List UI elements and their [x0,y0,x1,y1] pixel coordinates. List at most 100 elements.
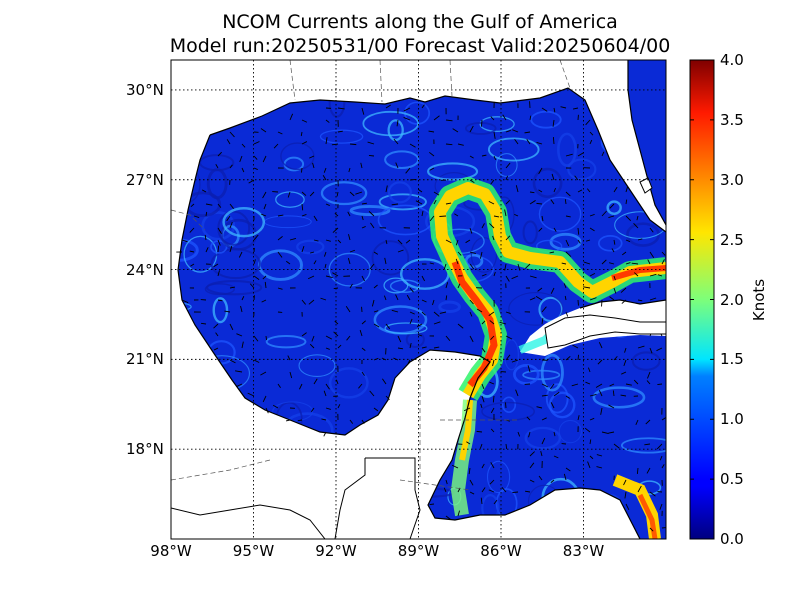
current-arrow [577,354,580,361]
current-arrow [285,260,291,265]
colorbar-tick-label: 0.5 [720,470,744,489]
current-arrow [584,427,591,433]
eddy-swirl [384,150,420,170]
current-arrow [370,222,375,229]
current-arrow [428,130,435,133]
current-arrow [371,299,375,307]
current-arrow [631,262,639,265]
current-arrow [529,451,535,457]
current-arrow [397,347,404,350]
current-arrow [226,215,231,222]
current-arrow [647,371,651,379]
current-arrow [417,334,423,337]
current-arrow [325,347,330,350]
current-arrow [621,251,627,256]
current-arrow [492,395,495,403]
current-arrow [205,211,208,217]
current-arrow [649,527,654,532]
current-arrow [241,295,245,301]
current-arrow [481,347,486,353]
current-arrow [480,403,483,409]
eddy-swirl [328,88,346,118]
current-arrow [349,143,357,146]
current-arrow [563,473,567,481]
current-arrow [490,335,495,341]
current-arrow [636,215,639,221]
current-arrow [537,287,543,292]
current-arrow [469,155,474,159]
current-arrow [308,299,315,305]
current-arrow [349,283,353,289]
eddy-swirl [522,220,538,245]
current-arrow [598,341,603,349]
eddy-swirl [530,110,562,129]
current-arrow [320,297,327,301]
current-arrow [504,263,507,271]
current-arrow [361,215,364,221]
current-arrow [409,342,412,349]
current-arrow [393,138,399,145]
eddy-swirl [222,207,266,238]
current-arrow [489,381,495,385]
eddy-swirl [486,460,511,494]
colorbar-tick-label: 2.5 [720,230,744,249]
lat-tick-label: 27°N [126,170,164,189]
current-arrow [311,407,315,412]
current-arrow [313,378,318,385]
current-arrow [348,234,351,241]
current-arrow [572,344,579,349]
current-arrow [529,191,535,194]
current-arrow [421,311,426,316]
current-arrow [457,251,462,256]
current-arrow [646,380,651,385]
current-arrow [324,251,327,257]
current-arrow [585,239,591,242]
current-arrow [479,443,483,449]
current-arrow [609,262,615,265]
current-arrow [577,239,581,244]
current-arrow [287,355,291,361]
current-arrow [309,343,315,349]
eddy-swirl [532,167,563,199]
current-arrow [297,419,303,422]
current-arrow [589,227,595,232]
eddy-swirl [178,302,192,312]
eddy-swirl [438,300,461,313]
current-arrow [409,287,414,293]
current-arrow [589,213,595,217]
current-arrow [457,283,461,289]
lake-okeechobee [639,177,653,194]
current-arrow [321,418,327,421]
current-arrow [480,497,483,505]
eddy-swirl [204,283,235,296]
current-arrow [514,138,519,145]
current-arrow [229,323,234,331]
current-arrow [511,275,519,280]
eddy-swirl [320,181,368,206]
colorbar-tick-label: 3.5 [720,110,744,129]
current-arrow [623,479,627,486]
current-arrow [301,332,307,337]
eddy-swirl [298,354,336,378]
current-arrow [586,188,591,193]
current-arrow [469,179,475,183]
eddy-swirl [212,297,229,324]
current-arrow [355,191,363,195]
current-arrow [300,131,303,137]
current-arrow [550,402,555,409]
current-arrow [489,223,495,229]
current-arrow [241,341,244,349]
eddy-swirl [371,240,410,276]
current-arrow [560,106,567,109]
current-arrow [550,287,555,294]
current-arrow [511,359,519,363]
eddy-swirl [464,253,484,269]
current-arrow [608,215,615,219]
current-arrow [565,153,573,157]
eddy-swirl [545,383,569,414]
current-arrow [502,114,507,121]
current-arrow [589,455,594,460]
current-arrow [385,323,391,330]
current-arrow [526,139,531,145]
current-arrow [493,499,498,505]
